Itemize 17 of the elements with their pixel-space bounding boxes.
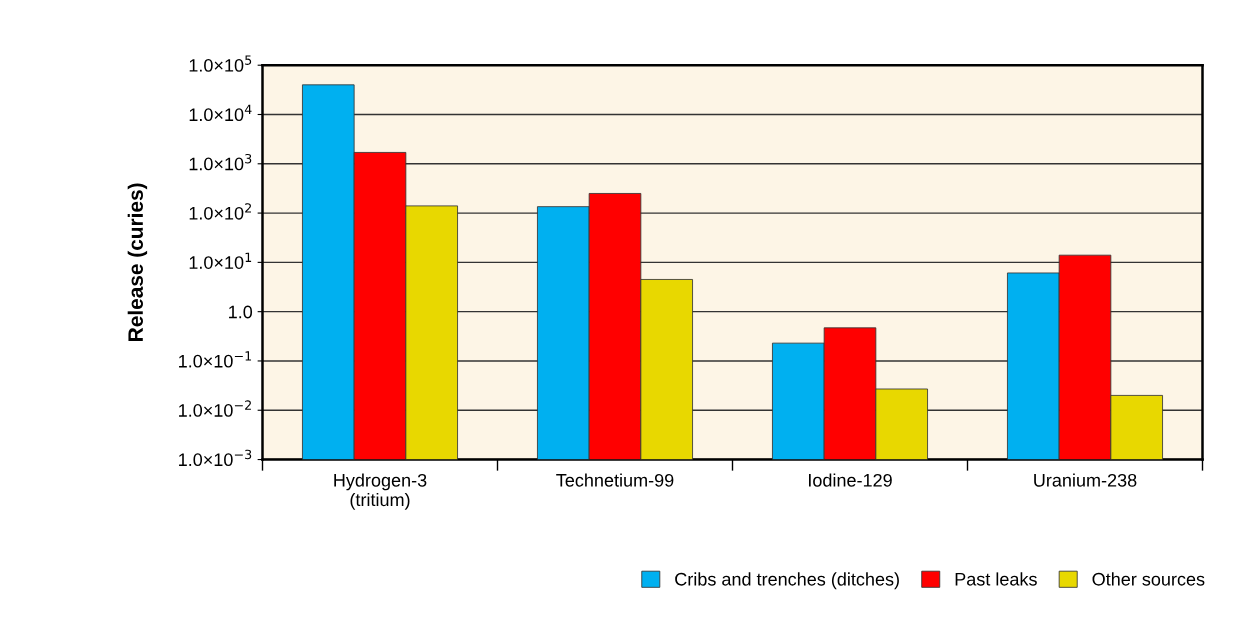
- y-tick-label: 1.0×10$^{1}$: [189, 252, 252, 269]
- x-tick-label: Iodine-129: [809, 473, 892, 487]
- legend-label: Cribs and trenches (ditches): [675, 572, 899, 590]
- y-axis-title: Release (curies): [127, 183, 148, 341]
- x-tick-label: Technetium-99: [556, 473, 674, 487]
- legend-label: Other sources: [1092, 572, 1205, 586]
- y-tick-label: 1.0: [229, 305, 253, 319]
- y-tick-label: 1.0×10$^{5}$: [189, 55, 252, 72]
- x-tick-label: Uranium-238: [1034, 473, 1137, 487]
- legend-label: Past leaks: [955, 572, 1037, 586]
- y-tick-label: 1.0×10$^{2}$: [189, 203, 251, 220]
- y-tick-label: 1.0×10$^{4}$: [189, 104, 252, 122]
- y-tick-label: 1.0×10$^{−1}$: [179, 351, 252, 368]
- x-tick-label: Hydrogen-3 (tritium): [334, 473, 427, 510]
- y-tick-label: 1.0×10$^{−3}$: [179, 449, 252, 467]
- y-tick-label: 1.0×10$^{3}$: [189, 153, 252, 171]
- y-tick-label: 1.0×10$^{−2}$: [179, 400, 251, 417]
